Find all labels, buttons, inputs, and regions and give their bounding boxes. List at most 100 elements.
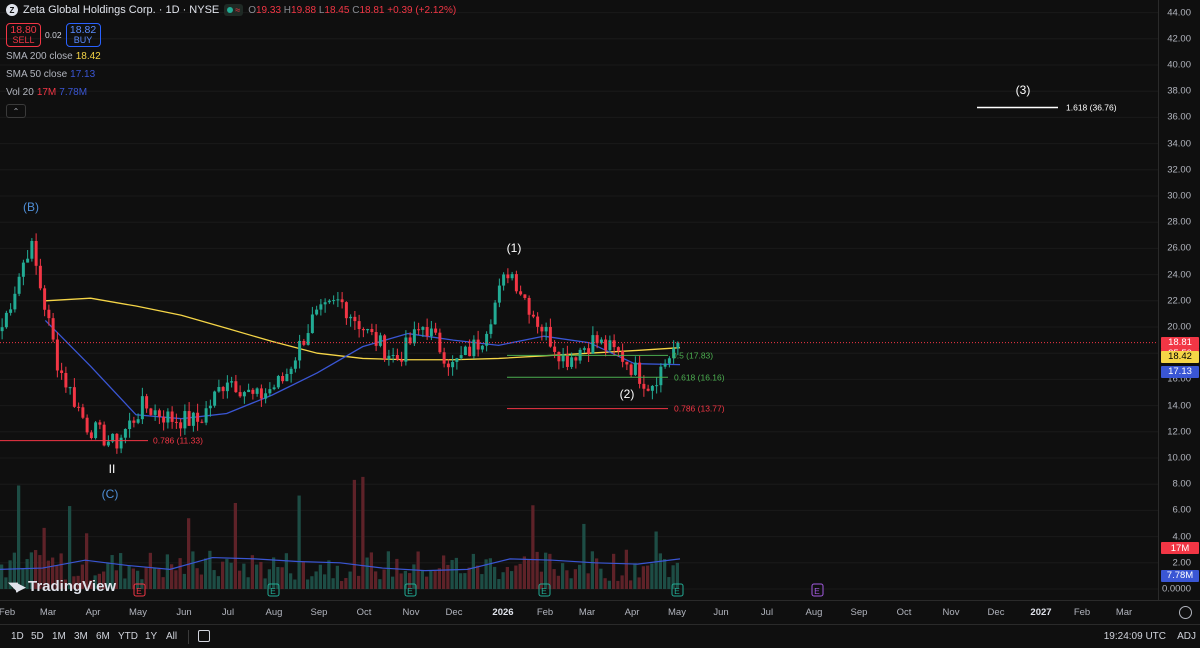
candle-body bbox=[106, 441, 110, 446]
candle-body bbox=[68, 387, 72, 389]
volume-bar bbox=[412, 564, 416, 589]
range-button-ytd[interactable]: YTD bbox=[118, 631, 138, 642]
candle-body bbox=[429, 328, 433, 337]
volume-bar bbox=[429, 570, 433, 589]
volume-bar bbox=[72, 576, 76, 589]
candle-body bbox=[234, 381, 238, 393]
market-status-badge[interactable]: ≈ bbox=[224, 4, 244, 16]
price-tick-label: 30.00 bbox=[1167, 190, 1191, 202]
candle-body bbox=[391, 354, 395, 356]
price-tick-label: 40.00 bbox=[1167, 59, 1191, 71]
candle-body bbox=[217, 387, 221, 392]
gear-icon[interactable] bbox=[1179, 606, 1192, 619]
indicator-volume[interactable]: Vol 20 17M 7.78M bbox=[6, 87, 88, 98]
candle-body bbox=[72, 387, 76, 407]
volume-bar bbox=[344, 578, 348, 589]
candle-body bbox=[123, 429, 127, 438]
volume-bar bbox=[89, 580, 93, 589]
candle-body bbox=[225, 382, 229, 392]
symbol-title[interactable]: Zeta Global Holdings Corp. · 1D · NYSE bbox=[23, 4, 220, 16]
time-axis[interactable]: Feb Mar Apr May Jun Jul Aug Sep Oct Nov Dec 2026 Feb… bbox=[0, 600, 1200, 624]
chart-canvas[interactable]: 0.786 (11.33) 0.5 (17.83) 0.618 (16.16) 0.7… bbox=[0, 0, 1158, 600]
sell-button[interactable]: 18.80 SELL bbox=[6, 23, 41, 47]
candle-body bbox=[514, 274, 518, 292]
time-tick-label: Apr bbox=[85, 607, 101, 618]
candle-body bbox=[485, 333, 489, 346]
volume-bar bbox=[199, 574, 203, 589]
volume-bar bbox=[8, 560, 12, 589]
volume-bar bbox=[161, 577, 165, 589]
candle-body bbox=[540, 326, 544, 332]
candle-body bbox=[170, 411, 174, 422]
tradingview-logo-icon: ◥▶ bbox=[8, 578, 26, 594]
volume-bar bbox=[518, 563, 522, 589]
volume-bar bbox=[569, 578, 573, 589]
volume-bar bbox=[191, 551, 195, 589]
volume-bar bbox=[437, 568, 441, 589]
candle-body bbox=[561, 354, 565, 362]
calendar-icon[interactable] bbox=[198, 630, 210, 642]
candle-body bbox=[0, 327, 4, 332]
price-tick-label: 34.00 bbox=[1167, 138, 1191, 150]
candle-body bbox=[489, 324, 493, 334]
range-button-3m[interactable]: 3M bbox=[74, 631, 88, 642]
volume-bar bbox=[46, 560, 50, 589]
volume-bar bbox=[38, 555, 42, 589]
buy-button[interactable]: 18.82 BUY bbox=[65, 23, 101, 47]
candle-body bbox=[98, 422, 102, 425]
volume-bar bbox=[442, 555, 446, 589]
volume-bar bbox=[620, 575, 624, 589]
candle-body bbox=[145, 396, 149, 409]
candle-body bbox=[527, 297, 531, 315]
candle-body bbox=[183, 411, 187, 429]
earnings-marker bbox=[811, 583, 824, 597]
candle-body bbox=[60, 370, 64, 374]
candle-body bbox=[587, 348, 591, 354]
range-button-5d[interactable]: 5D bbox=[31, 631, 44, 642]
indicator-sma50[interactable]: SMA 50 close 17.13 bbox=[6, 69, 96, 80]
volume-bar bbox=[365, 557, 369, 589]
range-button-1d[interactable]: 1D bbox=[11, 631, 24, 642]
volume-bar bbox=[446, 564, 450, 589]
volume-bar bbox=[233, 502, 237, 589]
candle-body bbox=[81, 407, 85, 418]
volume-bar bbox=[510, 571, 514, 589]
range-button-6m[interactable]: 6M bbox=[96, 631, 110, 642]
chevron-up-icon: ⌃ bbox=[12, 106, 20, 116]
volume-bar bbox=[420, 570, 424, 589]
candle-body bbox=[140, 396, 144, 420]
range-button-1y[interactable]: 1Y bbox=[145, 631, 158, 642]
volume-bar bbox=[624, 549, 628, 589]
candle-body bbox=[633, 362, 637, 375]
candle-body bbox=[264, 393, 268, 399]
volume-bar bbox=[505, 566, 509, 589]
candle-body bbox=[536, 316, 540, 327]
wave-label-ii: II bbox=[109, 462, 116, 476]
earnings-marker-label: E bbox=[541, 586, 547, 596]
candle-body bbox=[638, 362, 642, 384]
time-tick-label: Nov bbox=[402, 607, 420, 618]
candle-body bbox=[417, 329, 421, 331]
candle-body bbox=[85, 417, 89, 433]
candle-body bbox=[4, 312, 8, 328]
adjustment-toggle[interactable]: ADJ bbox=[1177, 631, 1196, 642]
volume-bar bbox=[335, 565, 339, 589]
candle-body bbox=[136, 419, 140, 423]
price-axis[interactable]: 44.00 42.00 40.00 38.00 36.00 34.00 32.00 30.00… bbox=[1158, 0, 1200, 600]
time-tick-label: Oct bbox=[896, 607, 912, 618]
volume-bar bbox=[272, 557, 276, 589]
candle-body bbox=[34, 240, 38, 266]
range-button-all[interactable]: All bbox=[166, 631, 178, 642]
indicator-sma200[interactable]: SMA 200 close 18.42 bbox=[6, 51, 101, 62]
price-change: +0.39 (+2.12%) bbox=[387, 4, 457, 16]
volume-bar bbox=[382, 569, 386, 589]
time-tick-label: Jul bbox=[221, 607, 235, 618]
chart-svg[interactable]: 0.786 (11.33) 0.5 (17.83) 0.618 (16.16) 0.7… bbox=[0, 0, 1158, 600]
candle-body bbox=[459, 355, 463, 359]
utc-clock[interactable]: 19:24:09 UTC bbox=[1103, 631, 1166, 642]
collapse-legend-button[interactable]: ⌃ bbox=[6, 104, 26, 118]
volume-bar bbox=[471, 553, 475, 589]
candle-body bbox=[591, 335, 595, 354]
range-button-1m[interactable]: 1M bbox=[52, 631, 66, 642]
candle-body bbox=[9, 309, 13, 313]
